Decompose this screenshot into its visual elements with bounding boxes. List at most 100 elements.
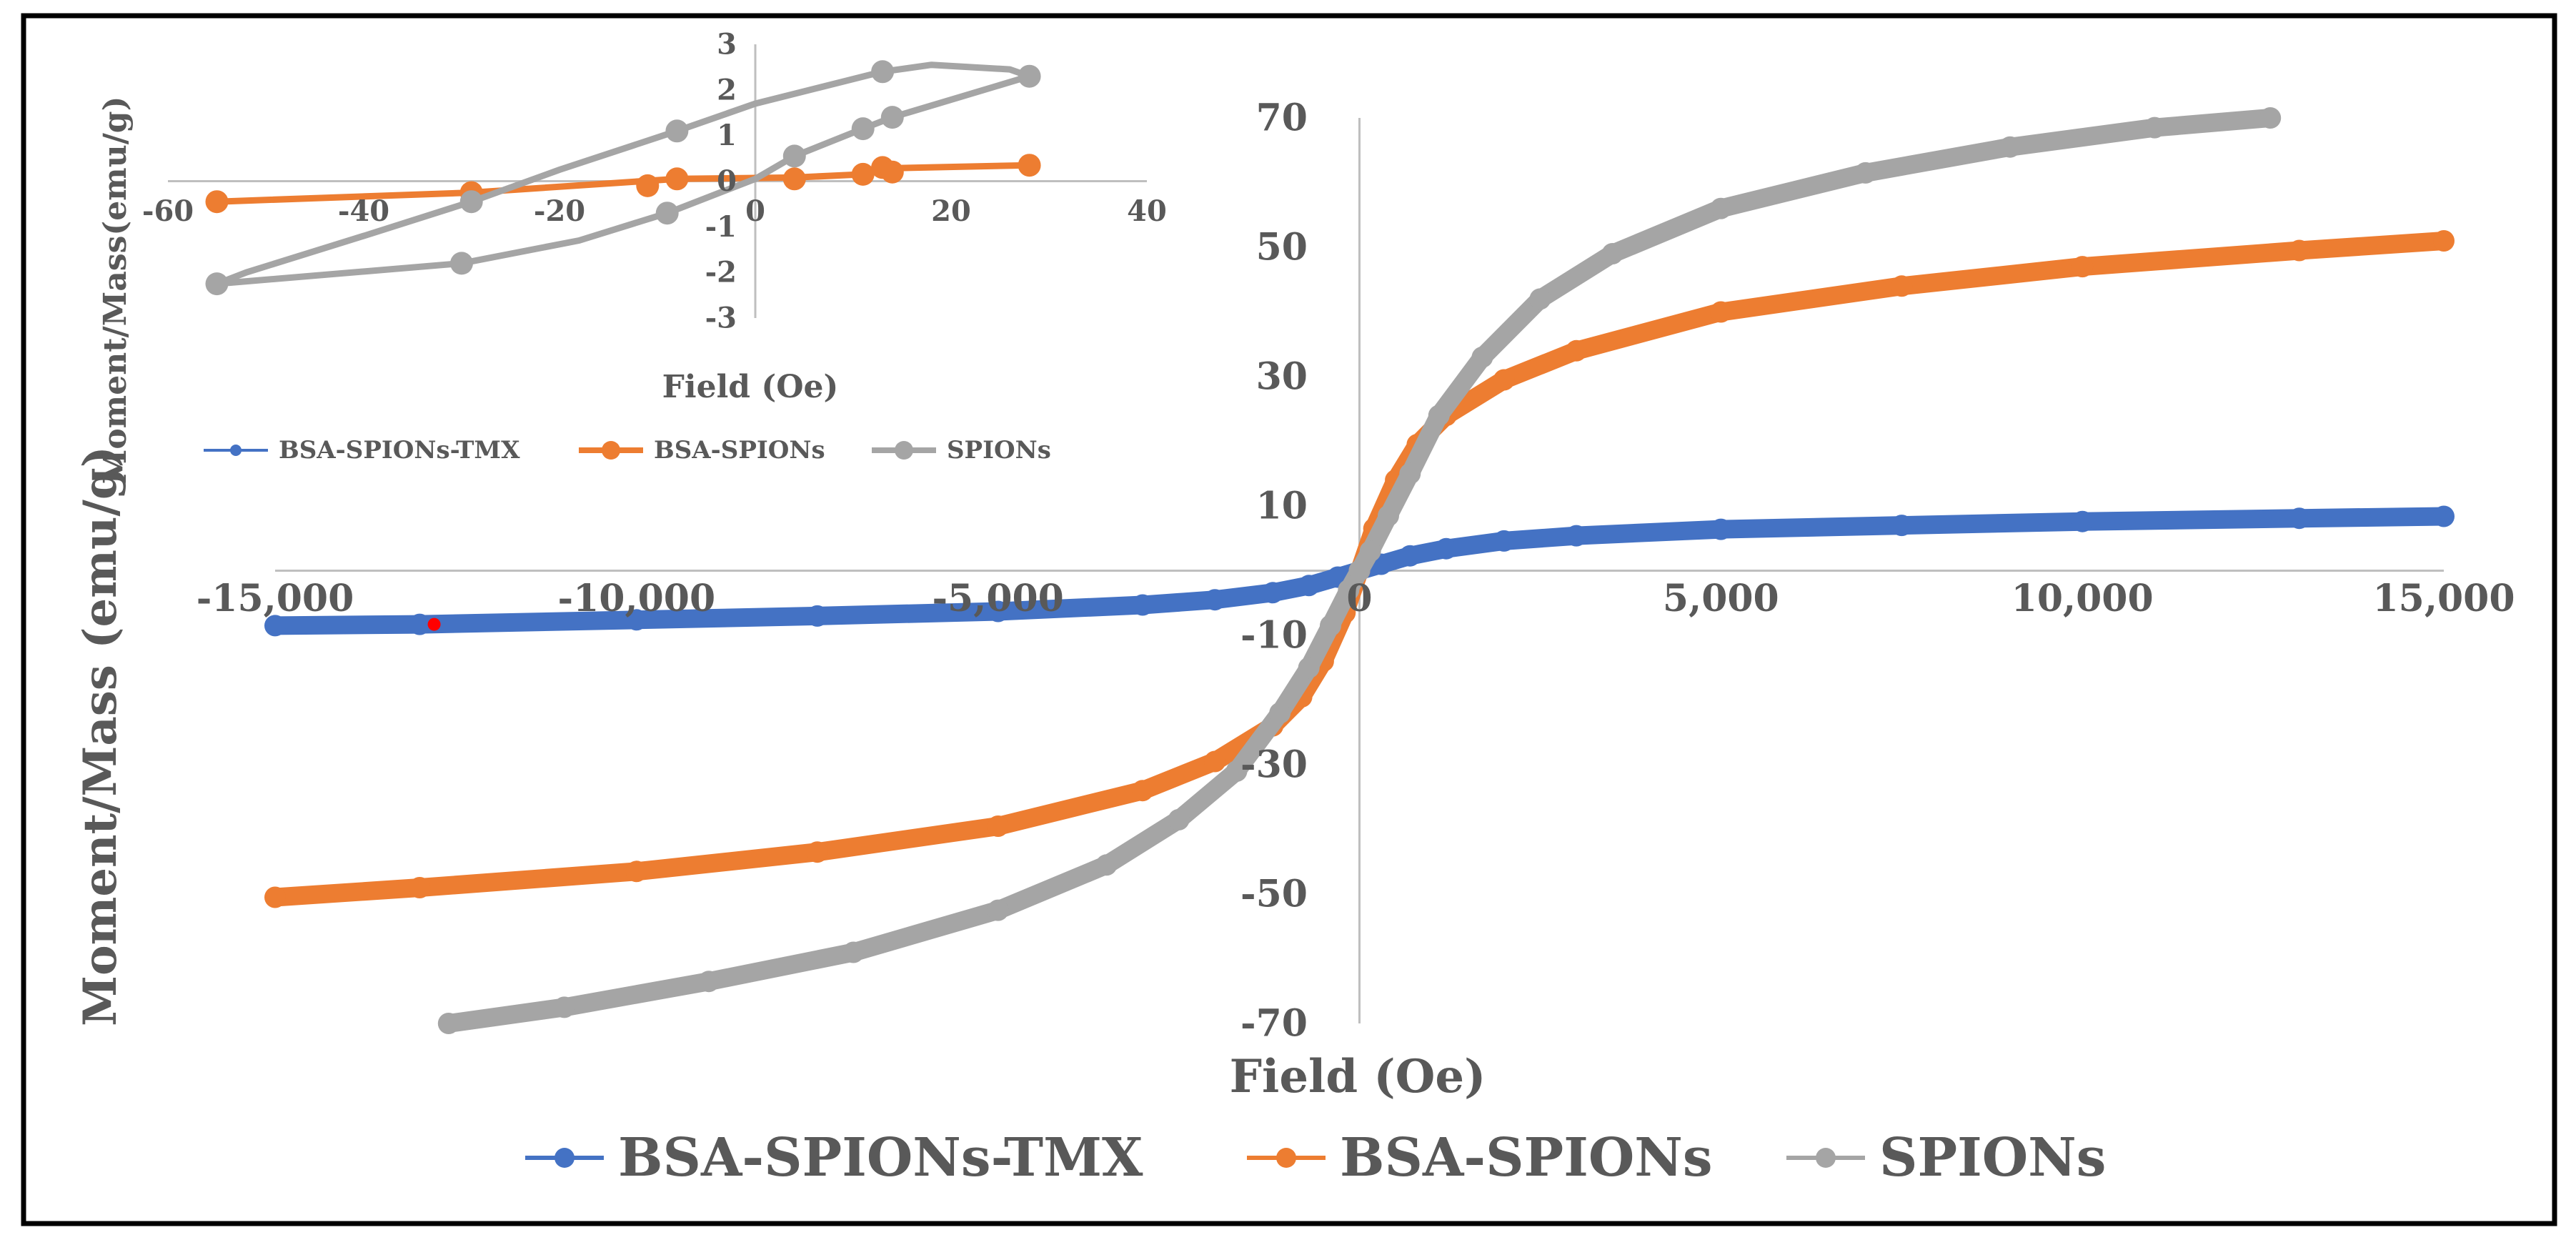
- data-point-bsa-spions: [1891, 275, 1913, 297]
- data-point-spions: [1471, 346, 1493, 368]
- data-point-spions: [1399, 462, 1421, 485]
- inset-legend-marker-spions: [895, 441, 913, 460]
- legend-marker-bsa-spions: [1276, 1148, 1296, 1168]
- data-point-bsa-spions: [409, 877, 431, 898]
- inset-data-point-spions: [880, 106, 904, 129]
- data-point-bsa-spions-tmx: [1399, 545, 1421, 567]
- data-point-bsa-spions-tmx: [1204, 589, 1226, 611]
- data-point-bsa-spions: [1204, 750, 1226, 773]
- data-point-spions: [1168, 808, 1190, 830]
- data-point-bsa-spions-tmx: [2072, 510, 2094, 532]
- data-point-spions: [1348, 560, 1371, 582]
- inset-y-tick-label: -3: [705, 302, 737, 335]
- data-point-bsa-spions-tmx: [1710, 518, 1732, 540]
- data-point-bsa-spions-tmx: [1298, 575, 1320, 597]
- data-point-spions: [842, 941, 865, 963]
- inset-x-tick-label: 40: [1127, 194, 1167, 228]
- y-tick-label: 50: [1256, 226, 1308, 269]
- x-tick-label: 10,000: [2011, 577, 2154, 620]
- inset-data-point-spions: [655, 202, 679, 225]
- main-chart: -15,000 -10,000 -5,000 0 5,000 10,000 15,000 -7…: [74, 96, 2515, 1189]
- y-tick-label: -10: [1240, 614, 1308, 658]
- data-point-bsa-spions: [1566, 339, 1587, 362]
- y-tick-label: -70: [1240, 1002, 1308, 1046]
- inset-data-point-bsa-spions: [205, 190, 229, 214]
- x-tick-label: 15,000: [2372, 577, 2515, 620]
- data-point-spions: [1225, 760, 1248, 782]
- inset-legend-marker-bsa-spions-tmx: [230, 445, 242, 456]
- data-point-bsa-spions-tmx: [264, 615, 286, 637]
- data-point-spions: [2259, 107, 2282, 129]
- inset-y-tick-label: 1: [717, 119, 737, 152]
- data-point-bsa-spions: [1710, 301, 1732, 323]
- inset-data-point-spions: [1018, 64, 1041, 88]
- inset-data-point-bsa-spions: [636, 174, 660, 197]
- legend-label-bsa-spions: BSA-SPIONs: [1340, 1127, 1713, 1189]
- data-point-bsa-spions-tmx: [409, 613, 431, 635]
- inset-data-point-bsa-spions: [1018, 154, 1041, 177]
- inset-legend-marker-bsa-spions: [602, 441, 620, 460]
- inset-x-tick-label: -60: [142, 194, 194, 228]
- inset-y-tick-label: 2: [717, 73, 737, 106]
- data-point-spions: [2144, 116, 2166, 139]
- x-tick-label: 5,000: [1663, 577, 1779, 620]
- main-ticks: -15,000 -10,000 -5,000 0 5,000 10,000 15,000 -7…: [197, 96, 2515, 1046]
- data-point-bsa-spions-tmx: [625, 609, 647, 631]
- inset-data-point-spions: [205, 272, 229, 296]
- data-point-bsa-spions: [2433, 230, 2455, 252]
- main-y-axis-label: Moment/Mass (emu/g): [74, 446, 127, 1026]
- inset-data-point-spions: [851, 117, 875, 141]
- data-point-bsa-spions: [264, 886, 286, 908]
- inset-data-point-bsa-spions: [880, 160, 904, 184]
- inset-legend: BSA-SPIONs-TMX BSA-SPIONs SPIONs: [204, 436, 1051, 465]
- inset-y-tick-label: -1: [705, 210, 737, 244]
- inset-series: [205, 60, 1041, 296]
- inset-data-point-bsa-spions: [665, 167, 689, 191]
- data-point-spions: [1710, 197, 1732, 219]
- inset-data-point-spions: [871, 60, 895, 84]
- data-point-spions: [1378, 505, 1399, 527]
- inset-legend-label-bsa-spions-tmx: BSA-SPIONs-TMX: [279, 436, 520, 465]
- y-tick-label: -30: [1240, 743, 1308, 787]
- x-tick-label: -15,000: [197, 577, 354, 620]
- data-point-spions: [987, 899, 1009, 921]
- data-point-spions: [698, 971, 720, 993]
- data-point-bsa-spions-tmx: [1132, 594, 1153, 616]
- data-point-spions: [1095, 854, 1118, 876]
- main-legend: BSA-SPIONs-TMX BSA-SPIONs SPIONs: [525, 1127, 2106, 1189]
- data-point-spions: [1529, 288, 1551, 310]
- data-point-bsa-spions-tmx: [2288, 507, 2310, 530]
- legend-marker-bsa-spions-tmx: [555, 1148, 575, 1168]
- inset-data-point-spions: [450, 252, 473, 275]
- highlight-point: [427, 617, 441, 631]
- data-point-spions: [1269, 702, 1291, 724]
- inset-data-point-spions: [459, 190, 483, 214]
- data-point-bsa-spions-tmx: [1262, 582, 1284, 604]
- main-series: [264, 107, 2455, 1034]
- inset-data-point-spions: [665, 119, 689, 143]
- data-point-bsa-spions: [987, 815, 1009, 837]
- y-tick-label: 70: [1256, 96, 1308, 140]
- data-point-bsa-spions: [806, 841, 828, 863]
- x-tick-label: -10,000: [558, 577, 716, 620]
- data-point-spions: [1854, 162, 1876, 184]
- inset-legend-label-bsa-spions: BSA-SPIONs: [654, 436, 825, 465]
- data-point-bsa-spions: [625, 860, 647, 883]
- inset-data-point-bsa-spions: [782, 167, 806, 191]
- legend-label-bsa-spions-tmx: BSA-SPIONs-TMX: [618, 1127, 1143, 1189]
- data-point-spions: [1338, 579, 1360, 601]
- inset-x-tick-label: 0: [745, 194, 765, 228]
- data-point-spions: [1428, 405, 1450, 427]
- data-point-bsa-spions-tmx: [2433, 505, 2455, 527]
- data-point-spions: [553, 996, 575, 1018]
- data-point-bsa-spions: [2288, 239, 2310, 262]
- inset-x-tick-label: -20: [534, 194, 585, 228]
- x-tick-label: 0: [1346, 577, 1372, 620]
- inset-x-tick-label: 20: [931, 194, 971, 228]
- data-point-spions: [1359, 540, 1381, 562]
- data-point-bsa-spions: [1493, 369, 1515, 391]
- inset-x-axis-label: Field (Oe): [662, 369, 839, 405]
